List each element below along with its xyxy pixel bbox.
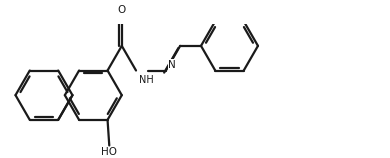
Text: NH: NH — [140, 75, 154, 85]
Text: HO: HO — [101, 147, 117, 157]
Text: O: O — [118, 6, 126, 15]
Text: N: N — [168, 60, 176, 70]
